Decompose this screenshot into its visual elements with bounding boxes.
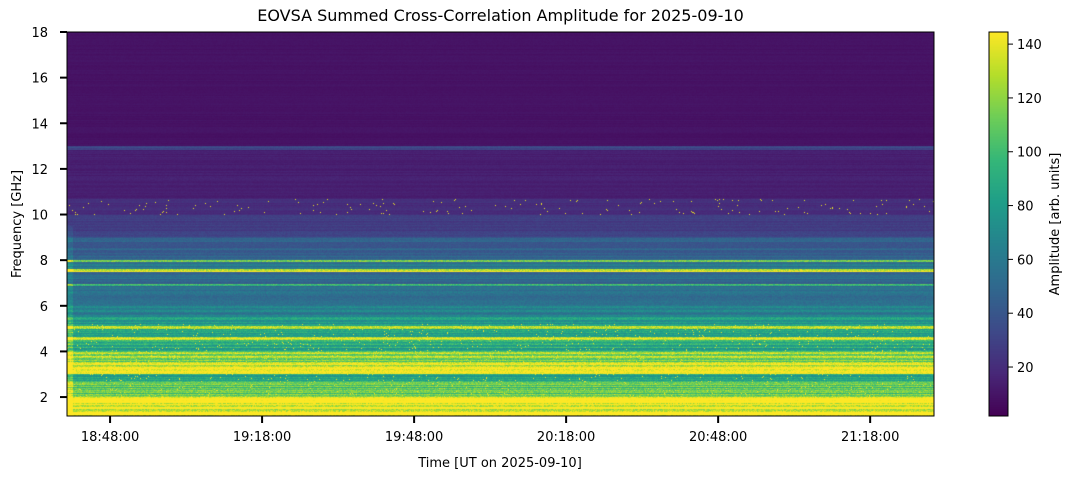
chart-title: EOVSA Summed Cross-Correlation Amplitude… — [257, 6, 744, 25]
y-tick-label: 10 — [31, 209, 48, 224]
y-tick-label: 8 — [40, 254, 48, 269]
x-tick-label: 19:18:00 — [233, 430, 291, 445]
colorbar-tick-label: 60 — [1017, 253, 1034, 268]
y-axis: 2 4 6 8 10 12 14 16 18 — [31, 26, 67, 406]
colorbar-tick-label: 100 — [1017, 146, 1042, 161]
plot-frame — [66, 31, 935, 417]
y-tick-label: 12 — [31, 163, 48, 178]
x-axis: 18:48:00 19:18:00 19:48:00 20:18:00 20:48:00… — [81, 416, 899, 445]
y-tick-label: 14 — [31, 117, 48, 132]
colorbar-label: Amplitude [arb. units] — [1048, 153, 1063, 296]
colorbar-tick-label: 80 — [1017, 200, 1034, 215]
x-tick-label: 19:48:00 — [385, 430, 443, 445]
y-tick-label: 2 — [40, 391, 48, 406]
y-axis-label: Frequency [GHz] — [10, 170, 25, 278]
y-tick-label: 4 — [40, 345, 48, 360]
x-tick-label: 18:48:00 — [81, 430, 139, 445]
colorbar — [989, 32, 1008, 416]
colorbar-axis: 20 40 60 80 100 120 140 — [1008, 38, 1042, 376]
x-tick-label: 20:48:00 — [689, 430, 747, 445]
colorbar-tick-label: 20 — [1017, 361, 1034, 376]
colorbar-frame — [988, 31, 1009, 417]
y-tick-label: 18 — [31, 26, 48, 41]
x-tick-label: 20:18:00 — [537, 430, 595, 445]
x-axis-label: Time [UT on 2025-09-10] — [417, 456, 582, 471]
colorbar-tick-label: 40 — [1017, 307, 1034, 322]
x-tick-label: 21:18:00 — [841, 430, 899, 445]
colorbar-tick-label: 120 — [1017, 92, 1042, 107]
y-tick-label: 16 — [31, 72, 48, 87]
y-tick-label: 6 — [40, 300, 48, 315]
colorbar-tick-label: 140 — [1017, 38, 1042, 53]
spectrogram-heatmap — [67, 32, 934, 416]
